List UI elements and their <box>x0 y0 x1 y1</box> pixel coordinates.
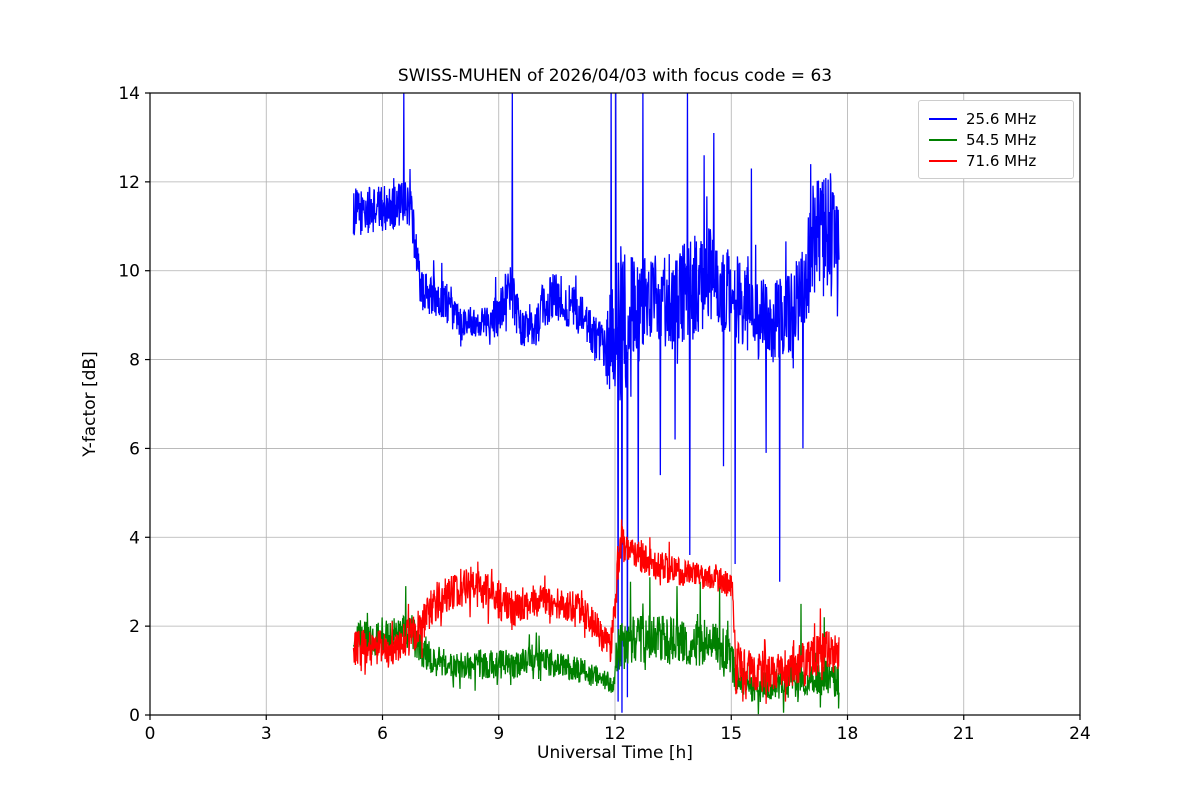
y-tick-label: 10 <box>118 262 140 282</box>
y-tick-label: 12 <box>118 173 140 193</box>
x-tick-label: 6 <box>377 724 388 744</box>
y-tick-label: 4 <box>129 528 140 548</box>
x-tick-label: 12 <box>604 724 626 744</box>
series-line-0 <box>352 93 840 713</box>
series-line-2 <box>352 519 840 704</box>
legend-line-sample <box>929 138 957 141</box>
x-tick-label: 0 <box>145 724 156 744</box>
legend: 25.6 MHz 54.5 MHz 71.6 MHz <box>918 100 1074 179</box>
x-tick-label: 21 <box>953 724 975 744</box>
series-group <box>352 93 840 715</box>
x-tick-label: 15 <box>720 724 742 744</box>
x-axis-label: Universal Time [h] <box>537 743 693 763</box>
legend-item: 25.6 MHz <box>929 108 1063 129</box>
y-tick-label: 8 <box>129 351 140 371</box>
legend-label: 71.6 MHz <box>966 151 1037 170</box>
series-line-1 <box>352 577 840 715</box>
y-tick-label: 0 <box>129 706 140 726</box>
legend-item: 54.5 MHz <box>929 129 1063 150</box>
y-tick-label: 6 <box>129 439 140 459</box>
x-tick-label: 3 <box>261 724 272 744</box>
x-tick-label: 9 <box>493 724 504 744</box>
plot-title: SWISS-MUHEN of 2026/04/03 with focus cod… <box>397 66 833 86</box>
x-tick-label: 24 <box>1069 724 1091 744</box>
legend-line-sample <box>929 117 957 120</box>
legend-line-sample <box>929 159 957 162</box>
legend-item: 71.6 MHz <box>929 150 1063 171</box>
legend-label: 25.6 MHz <box>966 109 1037 128</box>
x-tick-label: 18 <box>837 724 859 744</box>
y-tick-label: 14 <box>118 84 140 104</box>
y-tick-label: 2 <box>129 617 140 637</box>
legend-label: 54.5 MHz <box>966 130 1037 149</box>
